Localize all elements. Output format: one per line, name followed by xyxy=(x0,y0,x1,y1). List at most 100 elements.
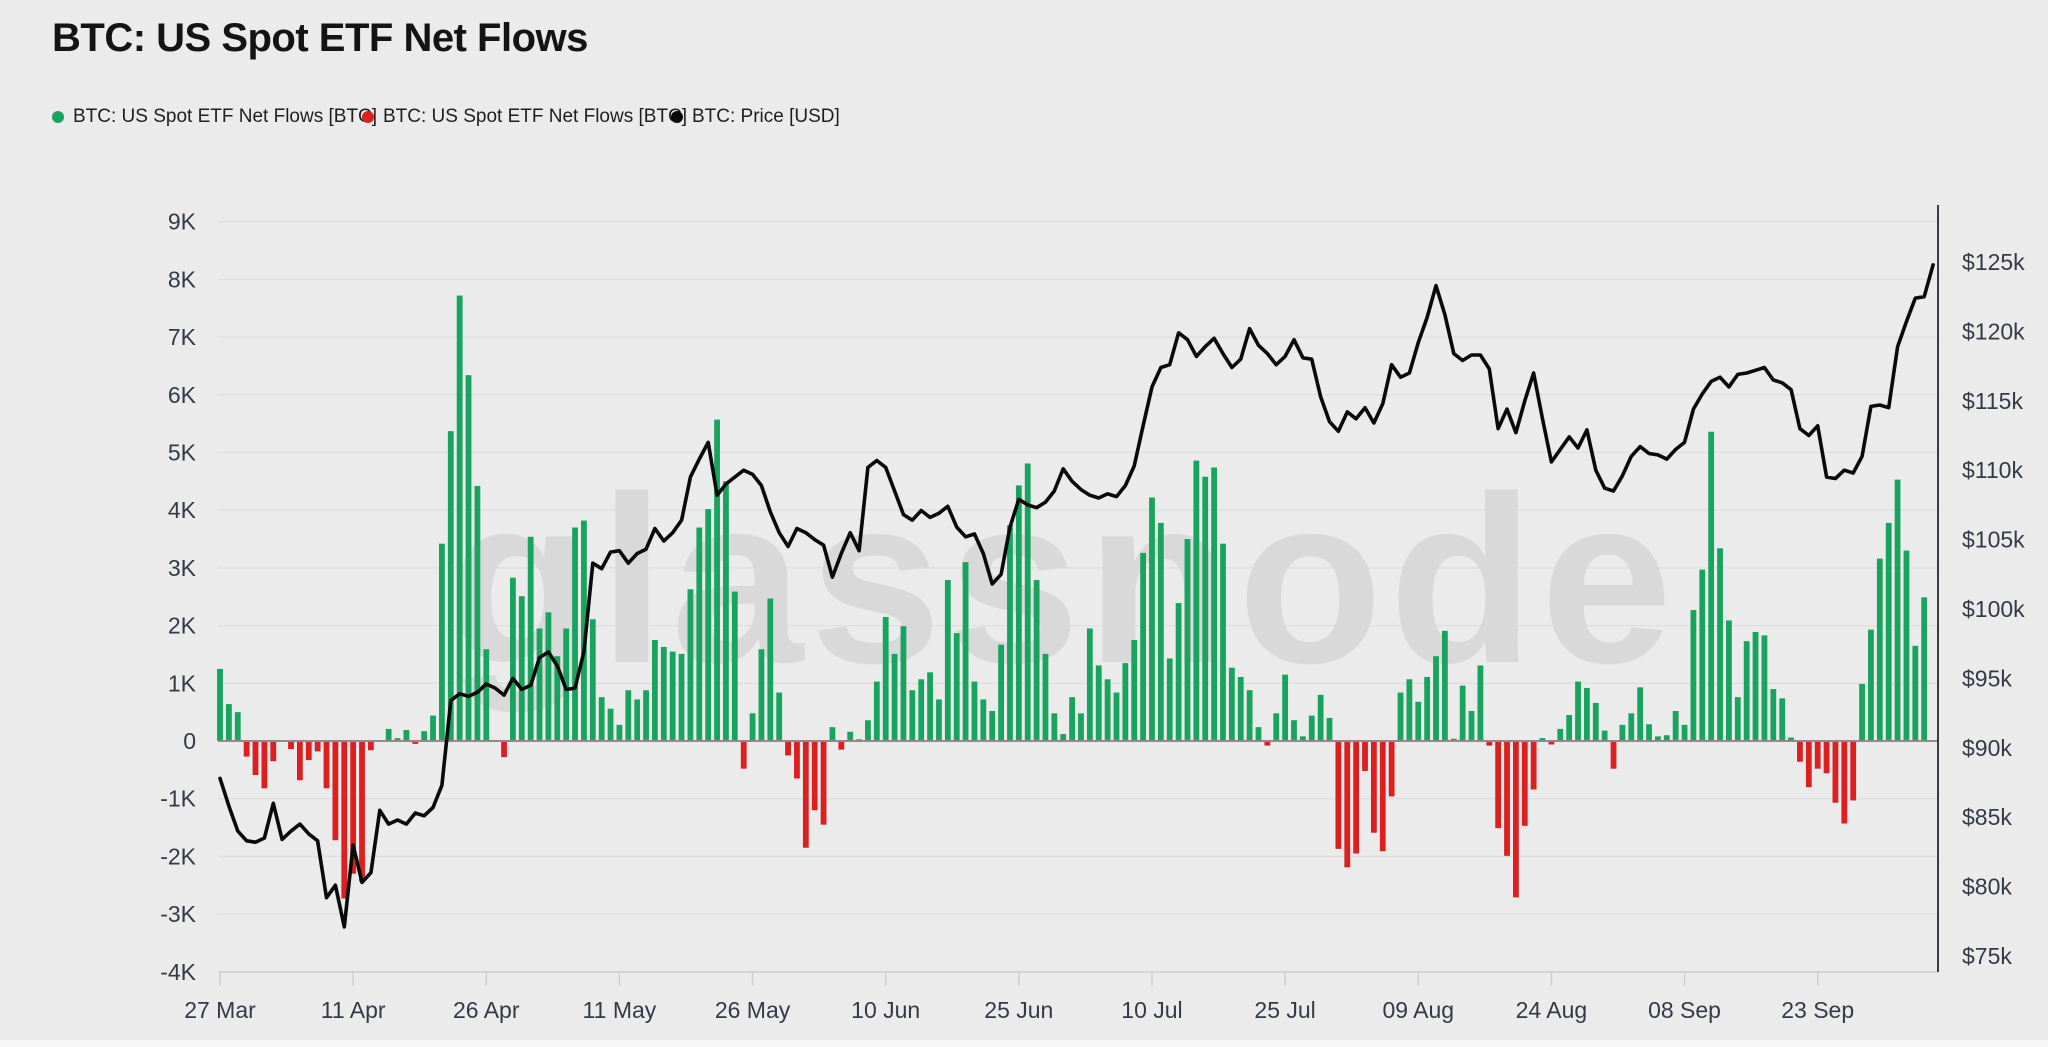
flow-bar-negative[interactable] xyxy=(1388,741,1395,797)
flow-bar-positive[interactable] xyxy=(1868,629,1874,741)
flow-bar-positive[interactable] xyxy=(589,619,596,741)
flow-bar-positive[interactable] xyxy=(1717,548,1723,741)
flow-bar-positive[interactable] xyxy=(847,731,854,741)
flow-bar-positive[interactable] xyxy=(1788,737,1794,741)
flow-bar-positive[interactable] xyxy=(1646,724,1652,741)
flow-bar-positive[interactable] xyxy=(687,589,694,741)
flow-bar-negative[interactable] xyxy=(811,741,818,811)
flow-bar-positive[interactable] xyxy=(1921,597,1928,741)
flow-bar-positive[interactable] xyxy=(1761,635,1768,741)
flow-bar-positive[interactable] xyxy=(1424,676,1431,741)
flow-bar-negative[interactable] xyxy=(838,741,845,750)
flow-bar-negative[interactable] xyxy=(785,741,791,756)
flow-bar-positive[interactable] xyxy=(510,577,516,741)
flow-bar-positive[interactable] xyxy=(474,485,481,741)
flow-bar-negative[interactable] xyxy=(1823,741,1830,774)
flow-bar-positive[interactable] xyxy=(891,653,898,741)
flow-bar-positive[interactable] xyxy=(1672,710,1679,741)
flow-bar-negative[interactable] xyxy=(270,741,277,762)
flow-bar-positive[interactable] xyxy=(1131,640,1138,741)
flow-bar-positive[interactable] xyxy=(1042,653,1049,741)
flow-bar-negative[interactable] xyxy=(1841,741,1848,824)
flow-bar-positive[interactable] xyxy=(1770,689,1777,741)
flow-bar-positive[interactable] xyxy=(1175,603,1182,741)
flow-bar-positive[interactable] xyxy=(749,713,756,741)
flow-bar-positive[interactable] xyxy=(1601,730,1608,741)
flow-bar-positive[interactable] xyxy=(723,481,729,741)
flow-bar-negative[interactable] xyxy=(1379,741,1386,852)
flow-bar-positive[interactable] xyxy=(1708,431,1715,741)
flow-bar-positive[interactable] xyxy=(1291,720,1297,741)
flow-bar-negative[interactable] xyxy=(341,741,348,899)
flow-bar-negative[interactable] xyxy=(501,741,507,758)
flow-bar-positive[interactable] xyxy=(456,295,463,741)
flow-bar-negative[interactable] xyxy=(1370,741,1377,833)
flow-bar-positive[interactable] xyxy=(527,536,534,741)
flow-bar-positive[interactable] xyxy=(1628,713,1635,741)
flow-bar-negative[interactable] xyxy=(820,741,827,825)
flow-bar-positive[interactable] xyxy=(1575,681,1581,741)
flow-bar-positive[interactable] xyxy=(385,728,392,741)
flow-bar-positive[interactable] xyxy=(936,699,942,741)
flow-bar-positive[interactable] xyxy=(944,580,951,741)
flow-bar-positive[interactable] xyxy=(430,715,436,741)
flow-bar-negative[interactable] xyxy=(1814,741,1821,769)
flow-bar-positive[interactable] xyxy=(1690,610,1697,741)
flow-bar-positive[interactable] xyxy=(394,738,401,741)
flow-bar-positive[interactable] xyxy=(1557,728,1564,741)
flow-bar-positive[interactable] xyxy=(971,681,978,741)
flow-bar-positive[interactable] xyxy=(927,672,933,741)
flow-bar-positive[interactable] xyxy=(1140,552,1147,741)
flow-bar-positive[interactable] xyxy=(1024,463,1031,741)
flow-bar-positive[interactable] xyxy=(1406,679,1413,741)
flow-bar-positive[interactable] xyxy=(447,431,454,741)
flow-bar-positive[interactable] xyxy=(1397,692,1404,741)
flow-bar-positive[interactable] xyxy=(1078,713,1084,741)
flow-bar-positive[interactable] xyxy=(421,731,428,741)
flow-bar-negative[interactable] xyxy=(1850,741,1857,801)
legend-item-netflows-negative[interactable]: BTC: US Spot ETF Net Flows [BTC] xyxy=(362,106,687,128)
flow-bar-positive[interactable] xyxy=(536,628,543,741)
flow-bar-positive[interactable] xyxy=(660,646,667,741)
flow-bar-negative[interactable] xyxy=(1495,741,1502,829)
flow-bar-positive[interactable] xyxy=(572,527,578,741)
flow-bar-positive[interactable] xyxy=(616,724,623,741)
flow-bar-positive[interactable] xyxy=(873,681,880,741)
flow-bar-negative[interactable] xyxy=(1832,741,1839,803)
flow-bar-negative[interactable] xyxy=(1335,741,1342,849)
legend-item-price[interactable]: BTC: Price [USD] xyxy=(671,106,840,128)
flow-bar-negative[interactable] xyxy=(1512,741,1519,898)
flow-bar-positive[interactable] xyxy=(1211,467,1218,741)
flow-bar-positive[interactable] xyxy=(1060,734,1067,741)
flow-bar-positive[interactable] xyxy=(625,690,632,741)
flow-bar-positive[interactable] xyxy=(225,704,232,741)
flow-bar-negative[interactable] xyxy=(1504,741,1510,856)
flow-bar-negative[interactable] xyxy=(332,741,339,841)
flow-bar-positive[interactable] xyxy=(1681,724,1688,741)
flow-bar-positive[interactable] xyxy=(1743,641,1750,741)
flow-bar-positive[interactable] xyxy=(1441,630,1448,741)
flow-bar-negative[interactable] xyxy=(1362,741,1368,772)
flow-bar-positive[interactable] xyxy=(554,656,561,741)
flow-bar-negative[interactable] xyxy=(802,741,809,848)
flow-bar-positive[interactable] xyxy=(652,640,658,741)
flow-bar-positive[interactable] xyxy=(1317,694,1324,741)
flow-bar-positive[interactable] xyxy=(1539,738,1546,741)
flow-bar-positive[interactable] xyxy=(1033,580,1040,741)
flow-bar-positive[interactable] xyxy=(1592,702,1599,741)
flow-bar-positive[interactable] xyxy=(758,649,765,741)
flow-bar-positive[interactable] xyxy=(1734,697,1741,741)
flow-bar-negative[interactable] xyxy=(412,741,419,744)
flow-bar-positive[interactable] xyxy=(465,375,472,741)
flow-bar-negative[interactable] xyxy=(1521,741,1528,826)
flow-bar-positive[interactable] xyxy=(1007,525,1013,741)
flow-bar-positive[interactable] xyxy=(1273,713,1280,741)
flow-bar-positive[interactable] xyxy=(669,651,676,741)
flow-bar-positive[interactable] xyxy=(634,699,641,741)
flow-bar-positive[interactable] xyxy=(998,644,1004,741)
flow-bar-negative[interactable] xyxy=(1264,741,1271,746)
flow-bar-positive[interactable] xyxy=(1566,715,1573,741)
flow-bar-negative[interactable] xyxy=(296,741,303,781)
legend-item-netflows-positive[interactable]: BTC: US Spot ETF Net Flows [BTC] xyxy=(52,106,377,128)
flow-bar-positive[interactable] xyxy=(1433,656,1439,741)
